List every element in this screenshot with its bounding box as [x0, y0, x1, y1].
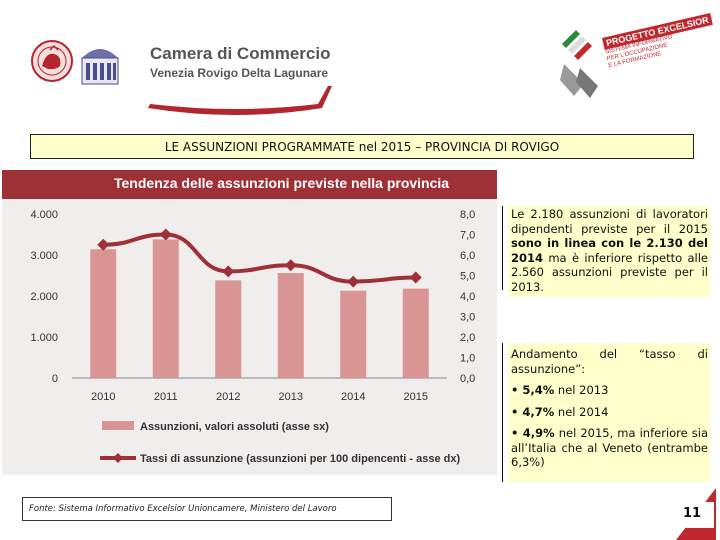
right-axis-tick: 8,0 [460, 209, 475, 221]
right-axis-tick: 2,0 [460, 332, 475, 344]
left-axis-tick: 3.000 [30, 250, 58, 262]
right-axis-tick: 3,0 [460, 312, 475, 324]
left-axis-tick: 0 [52, 373, 58, 385]
x-axis-tick: 2012 [216, 391, 240, 403]
line-point [284, 259, 297, 272]
rate-item: • 4,7% nel 2014 [511, 404, 609, 419]
italy-flag-icon [560, 30, 598, 98]
page-corner-icon [676, 488, 716, 540]
summary-text-end: ma è inferiore rispetto alle 2.560 assun… [511, 250, 708, 294]
left-axis-tick: 4.000 [30, 209, 58, 221]
line-point [222, 265, 235, 278]
legend-swatch-marker [113, 453, 123, 463]
line-point [409, 271, 422, 284]
slide-title: LE ASSUNZIONI PROGRAMMATE nel 2015 – PRO… [30, 134, 694, 159]
bar [402, 288, 429, 378]
series-line [103, 232, 416, 284]
rate-intro-cont: assunzione”: [511, 361, 586, 376]
right-axis-tick: 6,0 [460, 250, 475, 262]
divider [502, 343, 503, 482]
summary-text: Le 2.180 assunzioni di lavoratori dipend… [511, 207, 708, 236]
left-axis-tick: 1.000 [30, 332, 58, 344]
right-axis-tick: 4,0 [460, 291, 475, 303]
legend-swatch-bar [102, 421, 134, 430]
x-axis-tick: 2014 [341, 391, 365, 403]
chamber-logo: Camera di Commercio Venezia Rovigo Delta… [28, 34, 332, 120]
bar [340, 290, 367, 378]
org-name: Camera di Commercio [150, 44, 331, 63]
chart-title: Tendenza delle assunzioni previste nella… [114, 175, 450, 191]
line-point [97, 238, 110, 251]
chart-header: Tendenza delle assunzioni previste nella… [2, 170, 497, 199]
excelsior-logo: PROGETTO EXCELSIOR SISTEMA INFORMATIVO P… [552, 13, 713, 106]
bar [90, 249, 117, 378]
x-axis-tick: 2011 [154, 391, 178, 403]
bar [215, 280, 242, 378]
right-axis-tick: 7,0 [460, 230, 475, 242]
divider [502, 206, 503, 290]
org-subtitle: Venezia Rovigo Delta Lagunare [150, 66, 329, 80]
legend-label: Assunzioni, valori assoluti (asse sx) [140, 421, 329, 433]
summary-highlight: sono in linea con le 2.130 del 2014 [511, 236, 708, 265]
bar [152, 239, 179, 378]
x-axis-tick: 2010 [91, 391, 115, 403]
rate-intro: Andamento del “tasso di [511, 347, 708, 361]
chart-panel: Tendenza delle assunzioni previste nella… [2, 170, 497, 475]
chart-plot: 0 1.000 2.000 3.000 4.000 0,0 1,0 2,0 3,0 4,0 5,0 6… [30, 209, 475, 465]
excelsior-text: PROGETTO EXCELSIOR SISTEMA INFORMATIVO P… [602, 13, 717, 70]
legend-label: Tassi di assunzione (assunzioni per 100 … [140, 453, 460, 465]
rate-item: • 5,4% nel 2013 [511, 383, 609, 397]
summary-box: Le 2.180 assunzioni di lavoratori dipend… [508, 206, 710, 297]
line-point [347, 275, 360, 288]
palace-icon [81, 49, 119, 85]
right-axis-tick: 5,0 [460, 271, 475, 283]
line-point [159, 228, 172, 241]
page-number: 11 [683, 506, 702, 521]
rate-item: • 4,9% nel 2015, ma inferiore sia all’It… [511, 426, 709, 469]
rate-box: Andamento del “tasso di assunzione”: • 5… [508, 343, 710, 482]
source-note: Fonte: Sistema Informativo Excelsior Uni… [22, 497, 392, 521]
x-axis-tick: 2015 [404, 391, 428, 403]
right-axis-tick: 1,0 [460, 353, 475, 365]
left-axis-tick: 2.000 [30, 291, 58, 303]
gondola-icon [148, 86, 332, 115]
bar [277, 273, 304, 378]
lion-seal-icon [31, 40, 73, 82]
x-axis-tick: 2013 [279, 391, 303, 403]
right-axis-tick: 0,0 [460, 373, 475, 385]
